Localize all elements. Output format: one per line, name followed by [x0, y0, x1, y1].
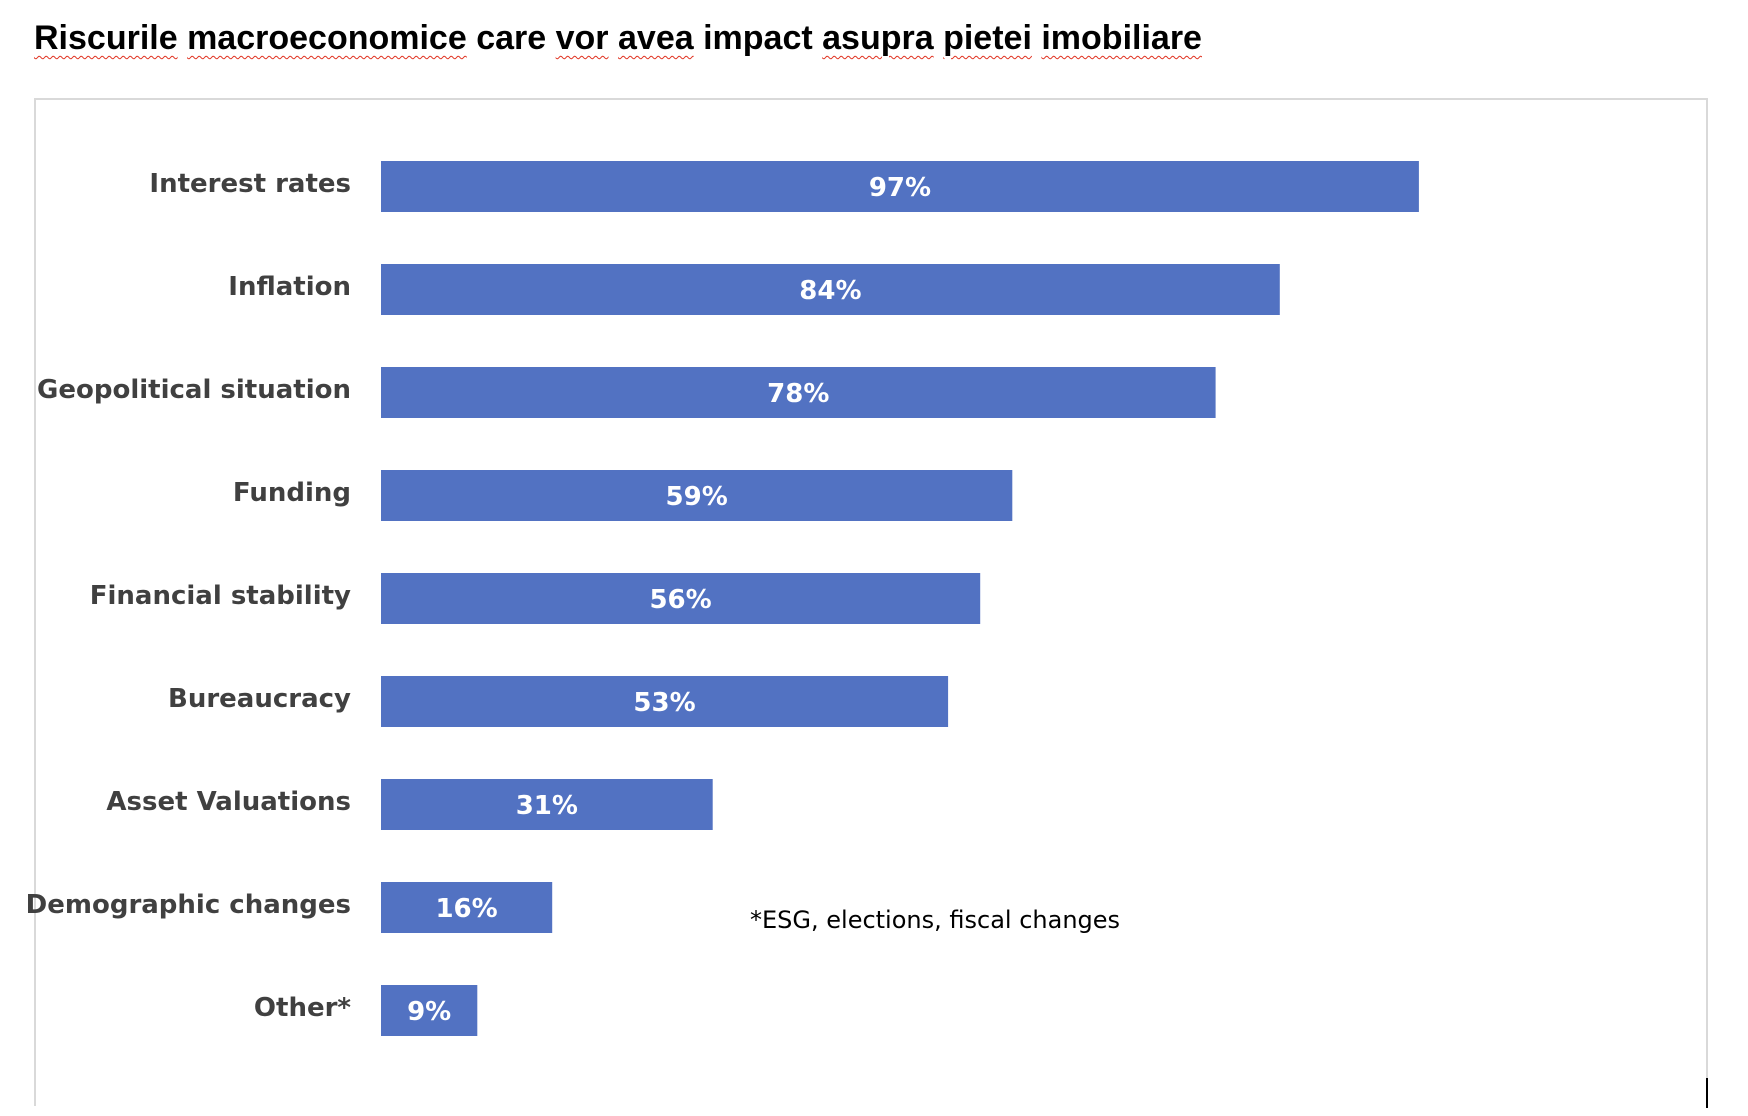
chart-footnote: *ESG, elections, fiscal changes — [750, 906, 1121, 934]
value-label: 16% — [435, 894, 497, 924]
category-label: Asset Valuations — [106, 787, 351, 817]
bar — [381, 676, 949, 727]
title-word: macroeconomice — [187, 19, 467, 57]
title-word: avea — [618, 19, 694, 57]
title-word: Riscurile — [34, 19, 178, 57]
category-label: Demographic changes — [26, 890, 351, 920]
chart-frame — [34, 98, 1708, 1106]
bar — [381, 470, 1013, 521]
bar — [381, 161, 1419, 212]
document-title: Riscurile macroeconomice care vor avea i… — [34, 14, 1202, 62]
title-word: care — [476, 19, 547, 57]
category-label: Funding — [233, 478, 351, 508]
bar — [381, 779, 713, 830]
title-word: asupra — [822, 19, 934, 57]
title-word: pietei — [943, 19, 1032, 57]
category-label: Inflation — [228, 272, 351, 302]
bar — [381, 882, 553, 933]
bar — [381, 264, 1280, 315]
value-label: 56% — [649, 585, 711, 615]
value-label: 97% — [869, 173, 931, 203]
title-word: imobiliare — [1041, 19, 1202, 57]
title-word: vor — [555, 19, 609, 57]
bar — [381, 985, 478, 1036]
title-word: impact — [703, 19, 813, 57]
category-label: Other* — [254, 993, 351, 1023]
value-label: 78% — [767, 379, 829, 409]
bar — [381, 367, 1216, 418]
text-cursor — [1706, 1078, 1708, 1108]
bar — [381, 573, 981, 624]
category-label: Geopolitical situation — [37, 375, 351, 405]
category-label: Interest rates — [149, 169, 351, 199]
value-label: 84% — [799, 276, 861, 306]
value-label: 31% — [516, 791, 578, 821]
value-label: 9% — [407, 997, 451, 1027]
category-label: Financial stability — [90, 581, 351, 611]
value-label: 53% — [633, 688, 695, 718]
value-label: 59% — [666, 482, 728, 512]
category-label: Bureaucracy — [168, 684, 351, 714]
